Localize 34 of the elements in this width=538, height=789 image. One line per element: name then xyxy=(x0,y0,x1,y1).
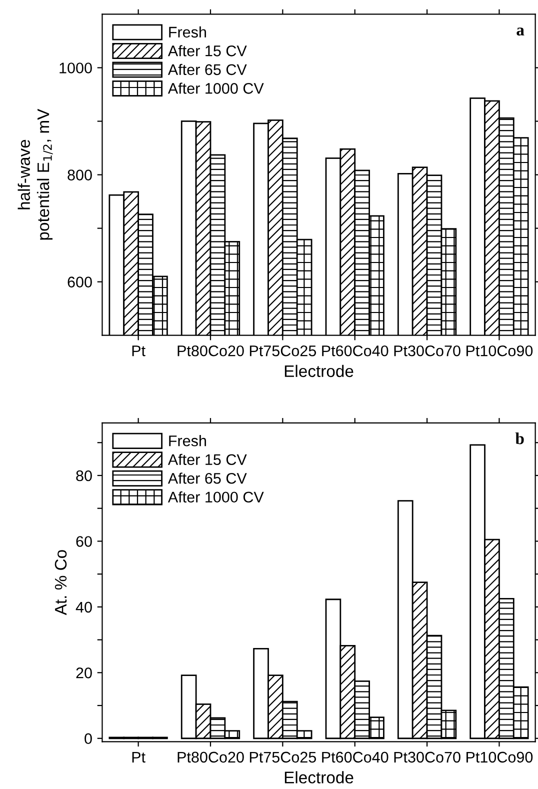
x-tick-label: Pt60Co40 xyxy=(322,752,388,763)
x-tick-label: Pt75Co25 xyxy=(250,345,316,356)
y-tick-label: 0 xyxy=(84,733,92,744)
y-tick-label: 60 xyxy=(76,536,92,547)
legend-label: After 15 CV xyxy=(168,45,247,56)
x-tick-label: Pt xyxy=(132,752,146,763)
y-tick-label: 1000 xyxy=(60,62,92,74)
legend-label: Fresh xyxy=(169,26,206,38)
x-tick-label: Pt30Co70 xyxy=(394,345,460,356)
x-axis-title: Electrode xyxy=(284,364,354,378)
x-tick-label: Pt10Co90 xyxy=(466,345,533,356)
legend-label: After 65 CV xyxy=(168,472,247,484)
x-tick-label: Pt80Co20 xyxy=(178,752,244,763)
y-tick-label: 800 xyxy=(68,170,92,180)
y-tick-label: 20 xyxy=(76,668,92,678)
x-tick-label: Pt xyxy=(132,346,146,356)
x-tick-label: Pt60Co40 xyxy=(322,345,388,356)
y-axis-title: half-wave potential E$_{1/2}$, mV xyxy=(18,108,53,240)
x-tick-label: Pt30Co70 xyxy=(394,752,460,763)
y-tick-label: 600 xyxy=(68,276,92,288)
annotation: b xyxy=(515,432,524,444)
legend-label: Fresh xyxy=(169,435,206,446)
y-tick-label: 80 xyxy=(76,470,92,482)
x-tick-label: Pt80Co20 xyxy=(178,345,244,356)
legend-label: After 1000 CV xyxy=(168,82,264,94)
x-tick-label: Pt10Co90 xyxy=(466,752,533,763)
y-tick-label: 40 xyxy=(76,602,92,613)
annotation: a xyxy=(516,28,524,36)
x-axis-title: Electrode xyxy=(284,771,354,784)
legend-label: After 1000 CV xyxy=(168,491,264,503)
legend-label: After 65 CV xyxy=(168,64,247,76)
x-tick-label: Pt75Co25 xyxy=(250,752,316,763)
legend-label: After 15 CV xyxy=(168,454,247,466)
y-axis-title: At. % Co xyxy=(54,550,67,616)
